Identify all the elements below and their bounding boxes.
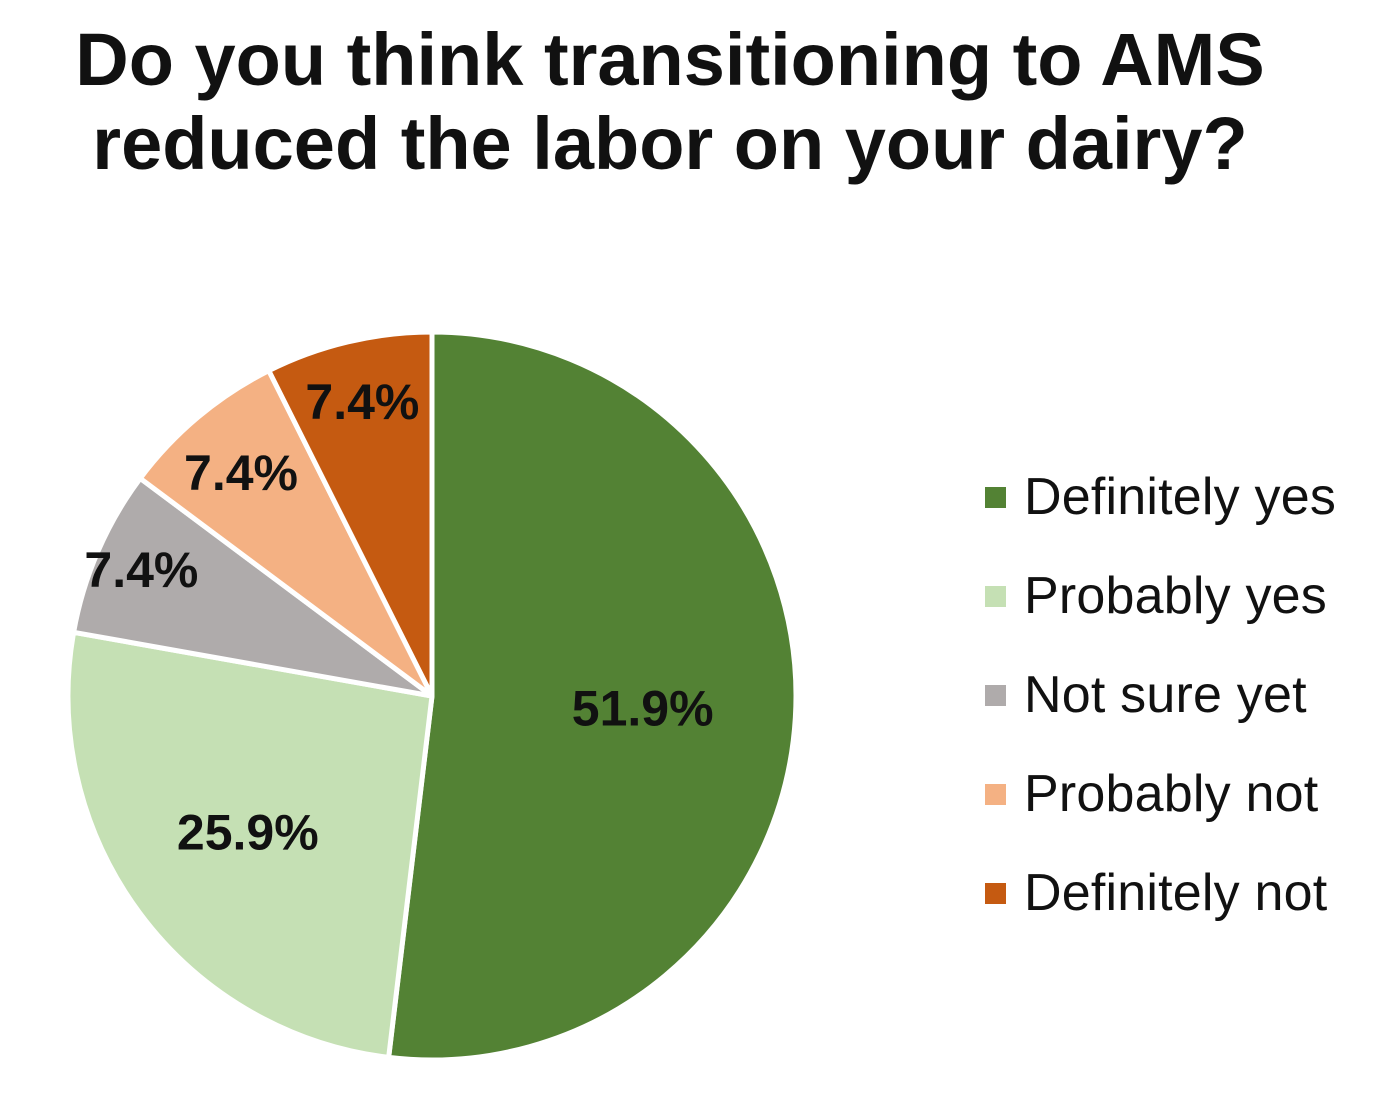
legend-item-definitely-yes: Definitely yes <box>985 468 1336 526</box>
legend-label-definitely-yes: Definitely yes <box>1024 468 1337 526</box>
pie-slice-not-sure-yet <box>71 475 435 699</box>
chart-title-line-1: Do you think transitioning to AMS <box>75 18 1265 101</box>
legend: Definitely yes Probably yes Not sure yet… <box>985 468 1336 963</box>
legend-item-not-sure-yet: Not sure yet <box>985 666 1336 724</box>
legend-item-probably-yes: Probably yes <box>985 567 1336 625</box>
pie-slices <box>65 329 799 1063</box>
legend-label-definitely-not: Definitely not <box>1024 864 1328 922</box>
pie-slice-probably-not <box>137 368 435 699</box>
pie-slice-definitely-yes <box>386 329 799 1063</box>
legend-item-probably-not: Probably not <box>985 765 1336 823</box>
legend-swatch-definitely-not <box>985 882 1006 904</box>
pie-slice-probably-yes <box>65 629 435 1060</box>
legend-item-definitely-not: Definitely not <box>985 864 1336 922</box>
legend-label-not-sure-yet: Not sure yet <box>1024 666 1307 724</box>
data-label-probably-not: 7.4% <box>184 445 298 501</box>
legend-label-probably-not: Probably not <box>1024 765 1319 823</box>
chart-title: Do you think transitioning to AMS reduce… <box>0 18 1340 186</box>
legend-label-probably-yes: Probably yes <box>1024 567 1327 625</box>
pie-data-labels: 51.9%25.9%7.4%7.4%7.4% <box>84 374 713 861</box>
legend-swatch-probably-yes <box>985 585 1006 607</box>
pie-slice-definitely-not <box>266 329 435 699</box>
data-label-definitely-not: 7.4% <box>305 374 419 430</box>
data-label-probably-yes: 25.9% <box>177 805 319 861</box>
data-label-definitely-yes: 51.9% <box>572 681 714 737</box>
legend-swatch-probably-not <box>985 783 1006 805</box>
legend-swatch-not-sure-yet <box>985 684 1006 706</box>
data-label-not-sure-yet: 7.4% <box>84 542 198 598</box>
chart-title-line-2: reduced the labor on your dairy? <box>92 102 1248 185</box>
legend-swatch-definitely-yes <box>985 486 1006 508</box>
